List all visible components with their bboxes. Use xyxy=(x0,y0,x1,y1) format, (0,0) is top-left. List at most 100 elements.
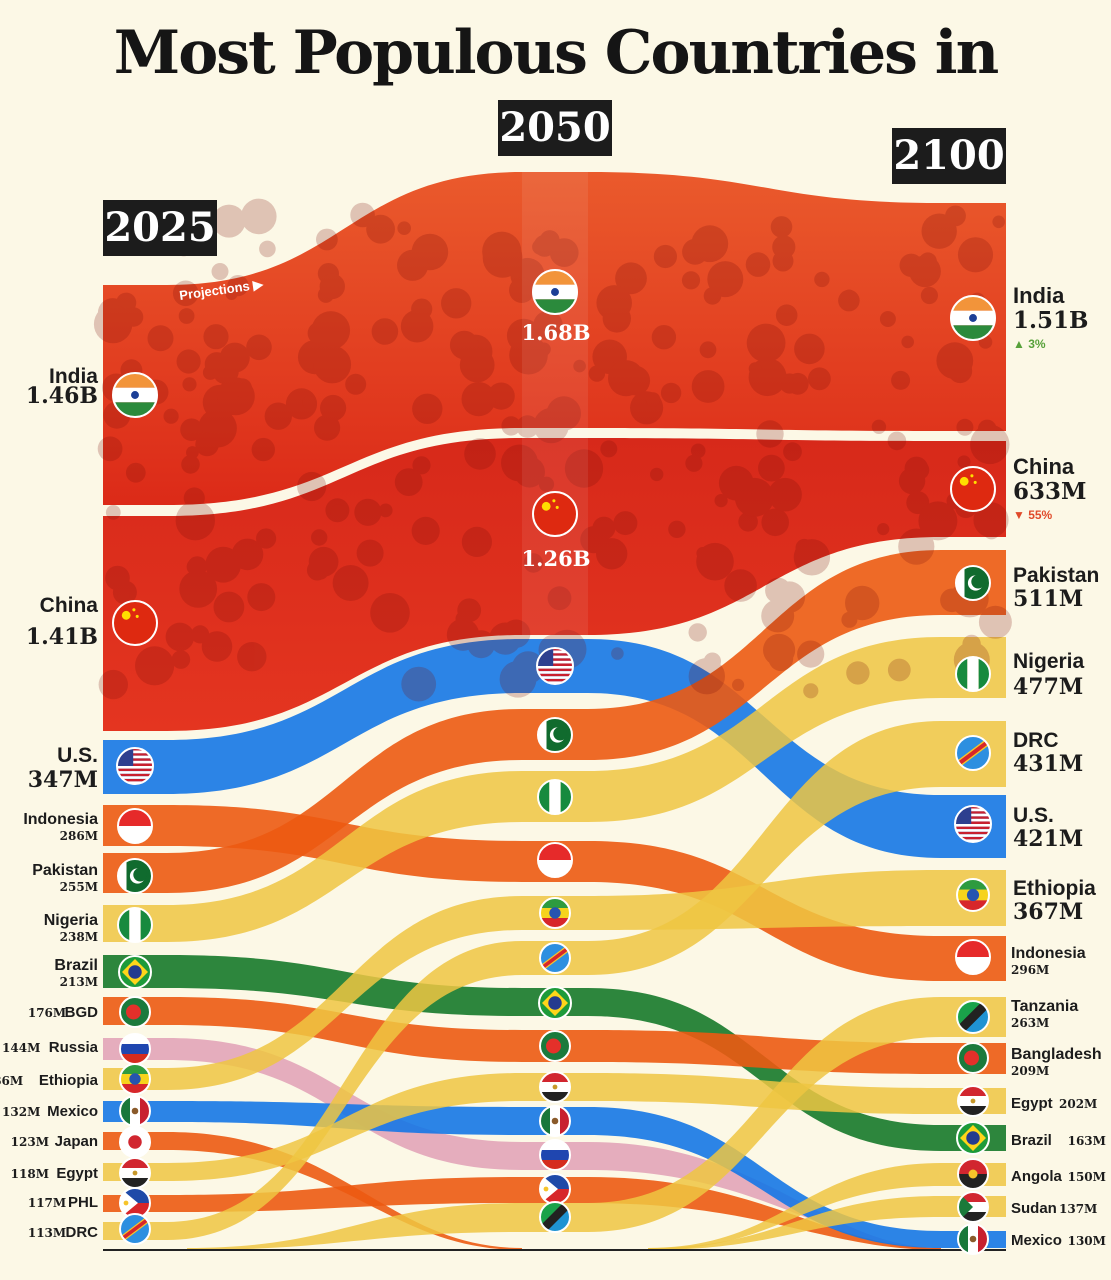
flow-ethiopia xyxy=(103,870,1006,1090)
crowd-head xyxy=(458,334,493,369)
usa-flag-icon xyxy=(116,747,154,785)
crowd-head xyxy=(509,335,548,375)
crowd-head xyxy=(411,298,433,320)
crowd-head xyxy=(772,250,794,272)
crowd-head xyxy=(178,308,195,324)
crowd-head xyxy=(549,238,579,267)
crowd-head xyxy=(501,444,538,482)
crowd-head xyxy=(879,311,896,327)
nigeria-flag-icon xyxy=(537,779,573,815)
bangladesh-flag-icon xyxy=(119,996,151,1028)
crowd-head xyxy=(768,477,802,512)
crowd-head xyxy=(412,393,443,424)
value-2100-drc: 431M xyxy=(1013,751,1083,777)
crowd-head xyxy=(98,669,128,700)
crowd-head xyxy=(608,360,645,397)
flow-india xyxy=(103,172,1006,505)
egypt-flag-icon xyxy=(957,1085,989,1117)
label-2100-mexico: Mexico xyxy=(1011,1232,1062,1249)
crowd-head xyxy=(516,415,539,438)
crowd-head xyxy=(533,310,563,341)
crowd-head xyxy=(366,214,395,244)
crowd-head xyxy=(645,392,661,407)
china-flag-icon xyxy=(112,600,158,646)
crowd-head xyxy=(446,618,480,651)
crowd-head xyxy=(703,287,722,305)
crowd-head xyxy=(312,563,329,580)
pakistan-flag-icon xyxy=(117,858,153,894)
nigeria-flag-icon xyxy=(955,656,991,692)
crowd-head xyxy=(691,225,729,263)
crowd-head xyxy=(909,255,941,288)
crowd-head xyxy=(714,494,728,508)
value-2050-india: 1.68B xyxy=(522,320,591,345)
crowd-head xyxy=(580,526,608,554)
crowd-head xyxy=(795,538,814,557)
crowd-head xyxy=(201,631,233,662)
crowd-head xyxy=(592,339,627,375)
crowd-head xyxy=(297,471,327,502)
crowd-head xyxy=(797,640,825,668)
crowd-head xyxy=(240,198,277,235)
crowd-head xyxy=(651,325,677,350)
crowd-head xyxy=(306,559,328,581)
crowd-head xyxy=(350,202,375,228)
crowd-head xyxy=(181,455,200,474)
label-2025-indonesia: Indonesia xyxy=(23,811,98,828)
crowd-head xyxy=(630,391,664,425)
mexico-flag-icon xyxy=(957,1223,989,1255)
crowd-head xyxy=(202,384,238,420)
crowd-head xyxy=(213,591,245,623)
crowd-head xyxy=(264,402,292,430)
crowd-head xyxy=(748,362,762,375)
label-2100-ethiopia: Ethiopia xyxy=(1013,877,1096,900)
crowd-head xyxy=(808,367,831,391)
crowd-head xyxy=(602,304,631,333)
crowd-head xyxy=(514,456,545,488)
crowd-head xyxy=(217,377,255,416)
crowd-head xyxy=(758,454,785,482)
ethiopia-flag-icon xyxy=(956,878,990,912)
crowd-head xyxy=(703,652,722,670)
crowd-head xyxy=(461,526,492,558)
crowd-head xyxy=(957,237,994,273)
label-2025-russia: Russia xyxy=(49,1039,99,1056)
mexico-flag-icon xyxy=(119,1095,151,1127)
crowd-head xyxy=(732,678,745,692)
crowd-head xyxy=(685,454,703,472)
crowd-head xyxy=(538,476,555,492)
crowd-head xyxy=(770,216,793,238)
crowd-head xyxy=(212,358,239,385)
egypt-flag-icon xyxy=(119,1157,151,1189)
crowd-head xyxy=(688,623,707,642)
value-2025-drc: 113M xyxy=(28,1226,66,1240)
crowd-head xyxy=(259,240,276,258)
crowd-head xyxy=(992,215,1005,229)
drc-flag-icon xyxy=(955,735,991,771)
brazil-flag-icon xyxy=(118,955,152,989)
crowd-head xyxy=(523,553,544,573)
value-2025-mexico: 132M xyxy=(2,1105,40,1119)
crowd-head xyxy=(93,304,133,344)
label-2100-indonesia: Indonesia xyxy=(1011,945,1086,962)
crowd-head xyxy=(171,650,191,669)
tanzania-flag-icon xyxy=(539,1201,571,1233)
label-2025-mexico: Mexico xyxy=(47,1103,98,1120)
crowd-head xyxy=(793,539,831,576)
crowd-head xyxy=(901,335,914,349)
russia-flag-icon xyxy=(119,1033,151,1065)
china-flag-icon xyxy=(950,466,996,512)
crowd-head xyxy=(768,646,794,672)
value-2100-angola: 150M xyxy=(1068,1170,1106,1184)
crowd-head xyxy=(653,244,678,269)
usa-flag-icon xyxy=(954,805,992,843)
value-2025-ethiopia: 136M xyxy=(0,1074,23,1088)
crowd-head xyxy=(921,213,957,249)
crowd-head xyxy=(533,407,569,444)
crowd-head xyxy=(838,289,860,312)
pakistan-flag-icon xyxy=(537,717,573,753)
flow-indonesia xyxy=(103,805,1006,981)
value-2100-ethiopia: 367M xyxy=(1013,899,1083,925)
crowd-head xyxy=(179,570,218,608)
